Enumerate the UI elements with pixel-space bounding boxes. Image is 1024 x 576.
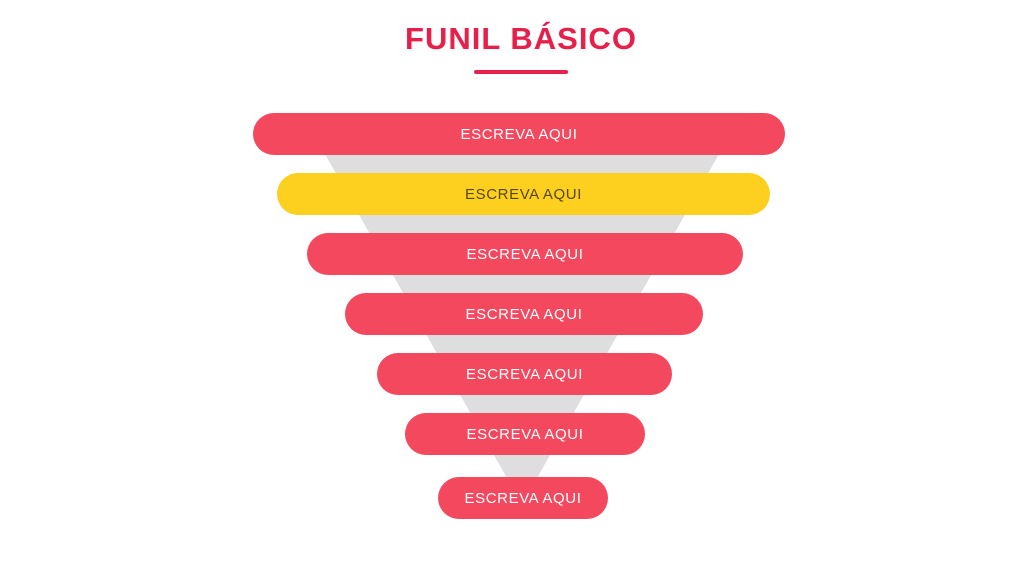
title-underline-decoration [473,70,568,75]
funnel-level-label: ESCREVA AQUI [464,490,582,507]
funnel-level-label: ESCREVA AQUI [465,186,582,203]
funnel-level-1[interactable]: ESCREVA AQUI [253,113,785,155]
funnel-level-5[interactable]: ESCREVA AQUI [377,353,672,395]
funnel-level-label: ESCREVA AQUI [466,426,584,443]
funnel-level-label: ESCREVA AQUI [466,246,584,263]
funnel-level-3[interactable]: ESCREVA AQUI [307,233,743,275]
slide-header: FUNIL BÁSICO [405,21,637,75]
funnel-level-6[interactable]: ESCREVA AQUI [405,413,645,455]
funnel-level-label: ESCREVA AQUI [460,126,578,143]
funnel-level-4[interactable]: ESCREVA AQUI [345,293,703,335]
funnel-level-label: ESCREVA AQUI [466,366,583,383]
funnel-level-7[interactable]: ESCREVA AQUI [438,477,608,519]
funnel-level-label: ESCREVA AQUI [465,306,583,323]
page-title: FUNIL BÁSICO [405,21,637,56]
funnel-level-2[interactable]: ESCREVA AQUI [277,173,770,215]
